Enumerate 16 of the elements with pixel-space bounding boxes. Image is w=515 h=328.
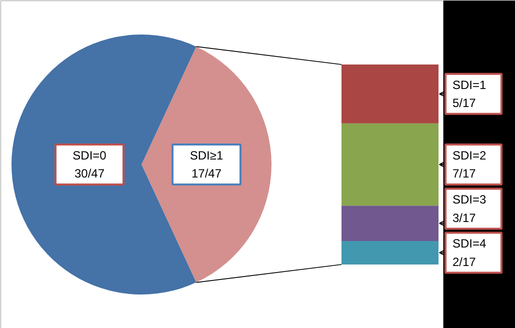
series-label: SDI=3 xyxy=(452,192,487,207)
slice-label: SDI≥1 xyxy=(190,148,224,162)
data-label: 17/47 xyxy=(191,166,222,181)
data-label: 7/17 xyxy=(452,166,476,181)
data-label: 5/17 xyxy=(452,96,476,110)
series-label: SDI=1 xyxy=(452,78,487,92)
bar xyxy=(342,206,438,241)
bar xyxy=(342,123,438,206)
bar xyxy=(342,240,438,264)
bar xyxy=(342,64,438,124)
data-label: 3/17 xyxy=(452,210,476,225)
data-label: 30/47 xyxy=(74,166,105,181)
data-label: 2/17 xyxy=(452,254,476,269)
slice-label: SDI=0 xyxy=(72,148,107,162)
series-label: SDI=2 xyxy=(452,148,487,162)
series-label: SDI=4 xyxy=(452,236,487,251)
